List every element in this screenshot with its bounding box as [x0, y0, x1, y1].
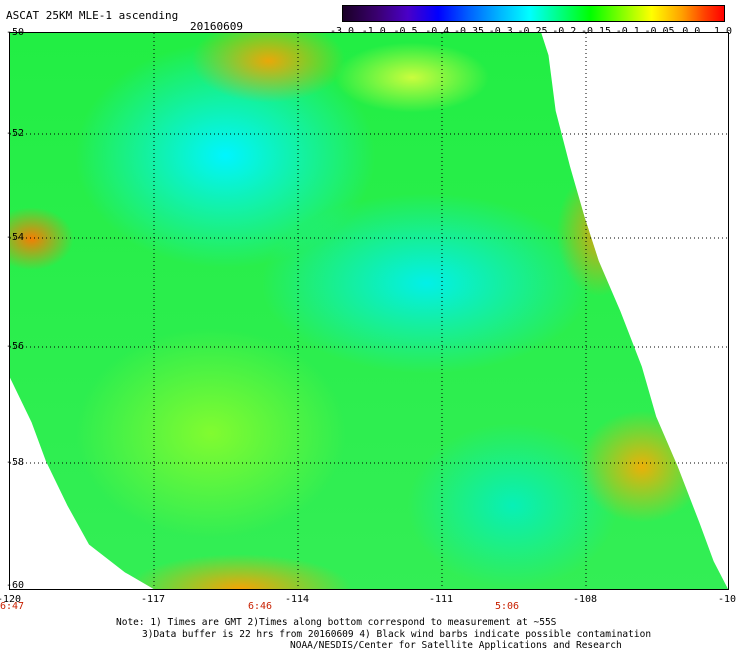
color-scale-label: -0.2 [552, 26, 576, 37]
x-label-108: -108 [572, 594, 598, 605]
y-label-60: -60 [6, 580, 25, 591]
color-scale-label: -0.25 [517, 26, 547, 37]
y-label-52: -52 [6, 128, 25, 139]
footer-note-1: Note: 1) Times are GMT 2)Times along bot… [116, 617, 557, 628]
x-label-111: -111 [428, 594, 454, 605]
map-title: ASCAT 25KM MLE-1 ascending [6, 9, 179, 22]
color-scale-label: -0.35 [454, 26, 484, 37]
x-label-105: -10 [717, 594, 737, 605]
x-label-120: -120 [0, 594, 22, 605]
x-label-117: -117 [140, 594, 166, 605]
color-scale-label: -0.1 [616, 26, 640, 37]
footer-note-2: 3)Data buffer is 22 hrs from 20160609 4)… [142, 629, 652, 640]
y-label-58: -58 [6, 457, 25, 468]
color-scale-label: -0.15 [581, 26, 611, 37]
color-scale-label: -3.0 [330, 26, 354, 37]
lat-lon-grid [10, 33, 728, 589]
color-scale-label: -0.4 [425, 26, 449, 37]
color-scale-label: -0.5 [393, 26, 417, 37]
color-scale-label: 1.0 [714, 26, 732, 37]
y-label-54: -54 [6, 232, 25, 243]
color-scale-bar [342, 5, 725, 22]
map-panel [9, 32, 729, 590]
time-label-3: 5:06 [494, 601, 520, 612]
color-scale-label: 0.0 [682, 26, 700, 37]
time-label-2: 6:46 [247, 601, 273, 612]
color-scale-label: -1.0 [362, 26, 386, 37]
y-label-56: -56 [6, 341, 25, 352]
map-date: 20160609 [190, 20, 243, 33]
y-label-50: -50 [6, 27, 25, 38]
x-label-114: -114 [284, 594, 310, 605]
time-label-1: 6:47 [0, 601, 25, 612]
footer-credit: NOAA/NESDIS/Center for Satellite Applica… [290, 640, 622, 651]
color-scale-label: -0.3 [489, 26, 513, 37]
color-scale-label: -0.05 [644, 26, 674, 37]
